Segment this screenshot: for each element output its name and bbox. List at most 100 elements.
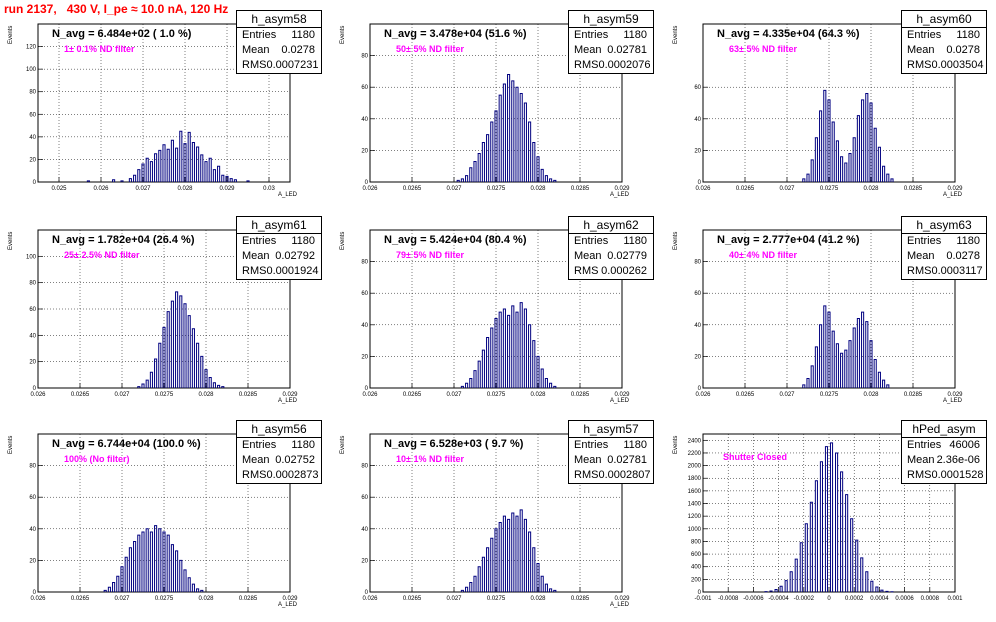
y-axis-label: Events bbox=[8, 435, 14, 454]
stats-row: RMS 0.0002873 bbox=[237, 468, 321, 483]
y-tick-label: 60 bbox=[29, 307, 36, 313]
x-tick-label: 0.026 bbox=[695, 392, 711, 398]
stats-key: RMS bbox=[907, 59, 932, 71]
histogram-bin bbox=[460, 385, 464, 388]
histogram-bin bbox=[844, 349, 848, 388]
filter-label: Shutter Closed bbox=[723, 452, 788, 462]
histogram-bin bbox=[128, 547, 132, 592]
histogram-bin bbox=[848, 153, 852, 182]
stats-row: RMS 0.000262 bbox=[569, 264, 653, 279]
histogram-bin bbox=[473, 370, 477, 388]
navg-label: N_avg = 6.484e+02 ( 1.0 %) bbox=[52, 28, 192, 40]
histogram-name: hPed_asym bbox=[902, 421, 986, 438]
y-tick-label: 20 bbox=[361, 354, 368, 360]
histogram-bin bbox=[465, 382, 469, 388]
histogram-bin bbox=[502, 515, 506, 592]
stats-row: Mean 0.02779 bbox=[569, 249, 653, 264]
histogram-bin bbox=[848, 340, 852, 388]
histogram-bin bbox=[225, 175, 229, 182]
y-tick-label: 0 bbox=[698, 590, 702, 596]
stats-row: Entries 46006 bbox=[902, 438, 986, 453]
y-tick-label: 40 bbox=[694, 117, 701, 123]
y-tick-label: 200 bbox=[691, 577, 702, 583]
histogram-bin bbox=[196, 588, 200, 592]
stats-value: 0.02779 bbox=[607, 250, 647, 262]
histogram-bin bbox=[528, 324, 532, 388]
stats-row: Mean 0.02792 bbox=[237, 249, 321, 264]
histogram-bin bbox=[502, 83, 506, 182]
x-axis-label: A_LED bbox=[278, 602, 298, 608]
histogram-bin bbox=[86, 180, 90, 182]
navg-label: N_avg = 6.528e+03 ( 9.7 %) bbox=[384, 438, 524, 450]
x-tick-label: 0.028 bbox=[198, 392, 214, 398]
stats-key: Entries bbox=[907, 439, 942, 451]
y-tick-label: 40 bbox=[361, 527, 368, 533]
x-tick-label: 0.028 bbox=[530, 596, 546, 602]
y-tick-label: 60 bbox=[361, 495, 368, 501]
histogram-plot: 0 20 40 60 80 0.026 0.0265 0.027 0.0275 0.028 0.02… bbox=[29, 433, 298, 602]
histogram-bin bbox=[523, 102, 527, 182]
stats-key: Entries bbox=[907, 235, 942, 247]
y-axis-label: Events bbox=[673, 231, 679, 250]
x-tick-label: 0.026 bbox=[30, 596, 46, 602]
histogram-bin bbox=[806, 173, 810, 182]
y-axis-label: Events bbox=[673, 25, 679, 44]
x-tick-label: 0.0008 bbox=[921, 596, 940, 602]
histogram-bin bbox=[162, 326, 166, 388]
histogram-bin bbox=[481, 556, 485, 592]
x-tick-label: 0.0004 bbox=[870, 596, 889, 602]
y-tick-label: 400 bbox=[691, 565, 702, 571]
stats-value: 1180 bbox=[291, 235, 315, 247]
histogram-bin bbox=[191, 583, 195, 592]
histogram-name: h_asym62 bbox=[569, 217, 653, 234]
x-tick-label: 0.026 bbox=[93, 186, 109, 192]
histogram-name: h_asym57 bbox=[569, 421, 653, 438]
x-axis-label: A_LED bbox=[943, 192, 963, 198]
histogram-bin bbox=[212, 382, 216, 388]
x-axis-label: A_LED bbox=[278, 192, 298, 198]
stats-row: Entries 1180 bbox=[569, 438, 653, 453]
histogram-bin bbox=[175, 291, 179, 388]
x-tick-label: 0.027 bbox=[135, 186, 151, 192]
stats-value: 0.0001528 bbox=[931, 469, 984, 481]
stats-value: 0.02781 bbox=[607, 454, 647, 466]
histogram-bin bbox=[112, 179, 116, 182]
histogram-bin bbox=[154, 153, 158, 182]
histogram-bin bbox=[882, 165, 886, 182]
x-tick-label: 0.027 bbox=[779, 186, 795, 192]
histogram-bin bbox=[179, 295, 183, 388]
x-tick-label: 0.0285 bbox=[571, 392, 590, 398]
stats-key: Mean bbox=[574, 44, 602, 56]
histogram-bin bbox=[158, 342, 162, 388]
histogram-bin bbox=[835, 452, 839, 592]
histogram-bin bbox=[191, 142, 195, 182]
stats-box: hPed_asym Entries 46006 Mean 2.36e-06 RMS 0.00… bbox=[901, 420, 987, 484]
histogram-bin bbox=[802, 384, 806, 388]
histogram-plot: 0 20 40 60 80 0.026 0.0265 0.027 0.0275 0.028 0.02… bbox=[361, 229, 630, 398]
x-tick-label: 0.027 bbox=[114, 392, 130, 398]
stats-value: 0.0278 bbox=[281, 44, 315, 56]
stats-box: h_asym56 Entries 1180 Mean 0.02752 RMS 0.00028… bbox=[236, 420, 322, 484]
y-tick-label: 1000 bbox=[688, 527, 702, 533]
histogram-bin bbox=[187, 131, 191, 182]
stats-row: RMS 0.0003504 bbox=[902, 58, 986, 73]
histogram-bin bbox=[154, 358, 158, 388]
histogram-name: h_asym58 bbox=[237, 11, 321, 28]
y-tick-label: 2200 bbox=[688, 451, 702, 457]
x-tick-label: 0.0285 bbox=[239, 596, 258, 602]
histogram-plot: 0 20 40 60 80 100 120 0.025 0.026 0.027 0.028 0.029… bbox=[26, 23, 291, 192]
histogram-name: h_asym60 bbox=[902, 11, 986, 28]
histogram-bin bbox=[831, 330, 835, 388]
histogram-bin bbox=[191, 328, 195, 388]
y-tick-label: 0 bbox=[698, 386, 702, 392]
histogram-bin bbox=[212, 169, 216, 182]
histogram-bin bbox=[477, 566, 481, 592]
histogram-bin bbox=[145, 379, 149, 388]
histogram-bin bbox=[116, 575, 120, 592]
filter-label: 40± 4% ND filter bbox=[729, 250, 797, 260]
stats-key: Mean bbox=[242, 44, 270, 56]
histogram-bin bbox=[515, 86, 519, 182]
histogram-bin bbox=[137, 169, 141, 182]
x-tick-label: 0.0285 bbox=[239, 392, 258, 398]
x-tick-label: 0.029 bbox=[614, 596, 630, 602]
